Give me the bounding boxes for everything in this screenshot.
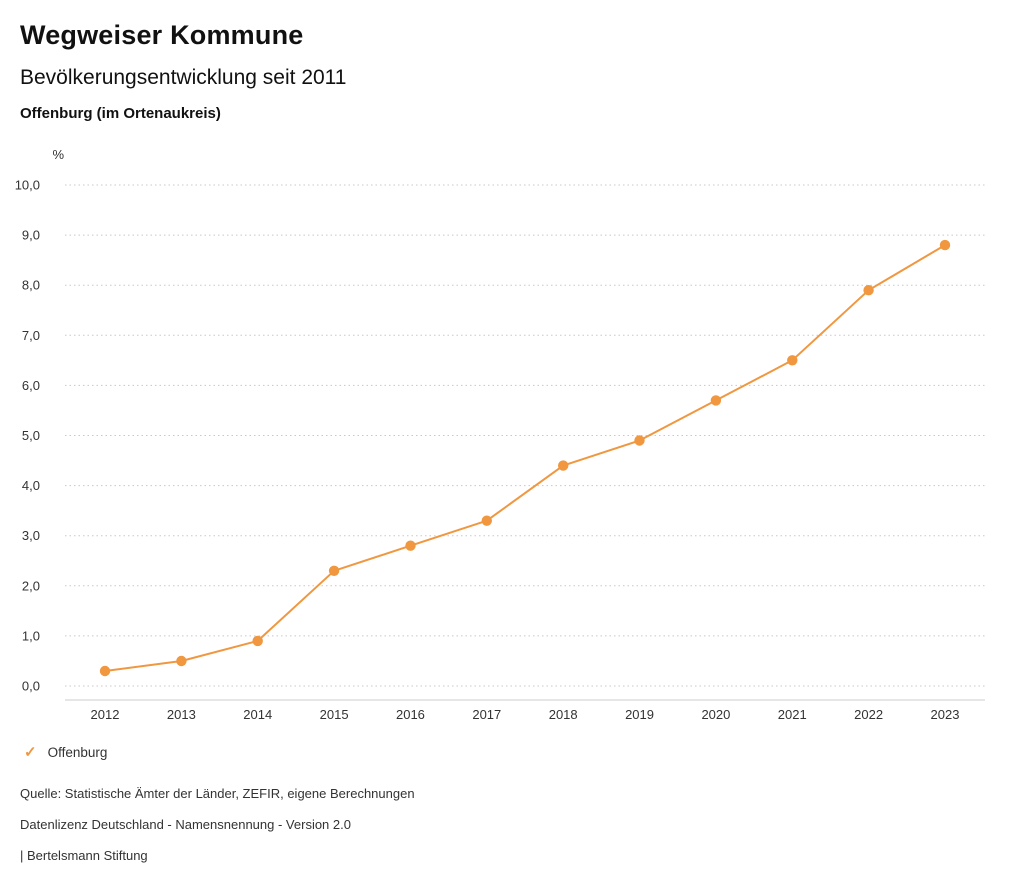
y-tick-label: 7,0 bbox=[22, 328, 40, 343]
data-point[interactable] bbox=[176, 655, 187, 667]
y-tick-label: 6,0 bbox=[22, 378, 40, 393]
data-point[interactable] bbox=[252, 635, 263, 647]
y-axis-unit-label: % bbox=[52, 147, 64, 162]
chart-title: Bevölkerungsentwicklung seit 2011 bbox=[20, 66, 347, 89]
y-tick-label: 9,0 bbox=[22, 228, 40, 243]
y-tick-label: 10,0 bbox=[15, 178, 40, 193]
x-tick-label: 2019 bbox=[625, 707, 654, 722]
x-tick-label: 2022 bbox=[854, 707, 883, 722]
x-tick-label: 2021 bbox=[778, 707, 807, 722]
x-tick-label: 2015 bbox=[320, 707, 349, 722]
legend-item-label: Offenburg bbox=[47, 745, 108, 760]
data-point[interactable] bbox=[481, 515, 492, 526]
data-point[interactable] bbox=[558, 460, 569, 471]
legend[interactable]: ✓ Offenburg bbox=[24, 745, 107, 760]
series-line bbox=[104, 244, 946, 672]
x-tick-label: 2012 bbox=[91, 707, 120, 722]
y-tick-label: 1,0 bbox=[22, 628, 40, 643]
page-title: Wegweiser Kommune bbox=[20, 20, 304, 50]
x-tick-label: 2020 bbox=[701, 707, 730, 722]
data-point[interactable] bbox=[99, 665, 111, 677]
y-tick-label: 8,0 bbox=[22, 278, 40, 293]
x-tick-label: 2016 bbox=[396, 707, 425, 722]
population-line-chart: % 0,0 1,0 2,0 3,0 4,0 5,0 6,0 7,0 8,0 9,0 10,0 2012 2… bbox=[15, 147, 985, 722]
region-subtitle: Offenburg (im Ortenaukreis) bbox=[20, 105, 221, 122]
y-tick-label: 5,0 bbox=[22, 428, 40, 443]
data-point[interactable] bbox=[634, 435, 645, 446]
y-tick-label: 3,0 bbox=[22, 528, 40, 543]
check-icon: ✓ bbox=[24, 744, 37, 761]
license-note: Datenlizenz Deutschland - Namensnennung … bbox=[20, 817, 351, 832]
y-tick-label: 4,0 bbox=[22, 478, 40, 493]
chart-area: % 0,0 1,0 2,0 3,0 4,0 5,0 6,0 7,0 8,0 9,0 10,0 2012 2… bbox=[0, 135, 1024, 735]
data-point[interactable] bbox=[405, 540, 416, 551]
y-tick-label: 0,0 bbox=[22, 679, 40, 694]
data-point[interactable] bbox=[710, 395, 722, 406]
x-tick-label: 2018 bbox=[549, 707, 578, 722]
data-point[interactable] bbox=[939, 239, 951, 251]
data-point[interactable] bbox=[787, 355, 798, 366]
data-point[interactable] bbox=[328, 565, 340, 576]
y-tick-label: 2,0 bbox=[22, 578, 40, 593]
x-tick-label: 2017 bbox=[472, 707, 501, 722]
x-tick-label: 2023 bbox=[931, 707, 960, 722]
x-tick-label: 2014 bbox=[243, 707, 272, 722]
data-point[interactable] bbox=[863, 285, 874, 296]
source-note: Quelle: Statistische Ämter der Länder, Z… bbox=[20, 786, 415, 801]
x-tick-label: 2013 bbox=[167, 707, 196, 722]
attribution-note: | Bertelsmann Stiftung bbox=[20, 848, 148, 863]
